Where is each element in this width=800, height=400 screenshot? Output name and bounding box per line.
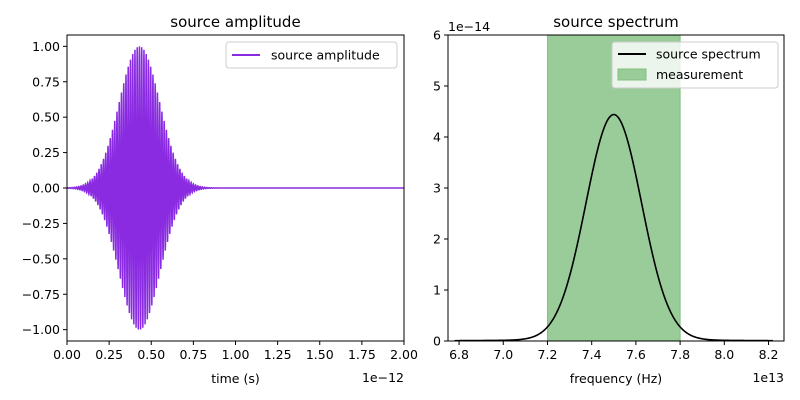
spectrum-y-tick-label: 0: [433, 334, 441, 349]
spectrum-legend-label: source spectrum: [656, 47, 761, 62]
spectrum-axes-frame: [447, 34, 785, 342]
amplitude-x-tick-label: 0.50: [137, 347, 165, 362]
amplitude-chart: source amplitude 0.00 0.25 0.50 0.75 1.00 1.2…: [22, 13, 418, 386]
amplitude-x-tick-label: 1.50: [306, 347, 334, 362]
amplitude-axis-ticks: 0.00 0.25 0.50 0.75 1.00 1.25 1.50 1.75 2.00 −1.0…: [22, 39, 418, 362]
spectrum-y-tick-label: 3: [433, 181, 441, 196]
amplitude-x-tick-label: 0.75: [179, 347, 207, 362]
amplitude-y-tick-label: 0.00: [32, 181, 60, 196]
spectrum-x-tick-label: 7.4: [582, 347, 602, 362]
spectrum-y-tick-label: 4: [433, 130, 441, 145]
amplitude-x-tick-label: 1.25: [264, 347, 292, 362]
spectrum-chart: source spectrum 6.8 7.0 7.2 7.4 7.6 7.8 8.0 8.2…: [433, 13, 785, 386]
amplitude-chart-title: source amplitude: [170, 13, 300, 31]
spectrum-y-tick-label: 1: [433, 283, 441, 298]
amplitude-x-tick-label: 1.75: [348, 347, 376, 362]
amplitude-y-tick-label: 0.75: [32, 74, 60, 89]
amplitude-y-tick-label: 0.50: [32, 110, 60, 125]
amplitude-plot-area: [66, 46, 404, 330]
spectrum-y-tick-label: 6: [433, 28, 441, 43]
amplitude-y-tick-label: 0.25: [32, 145, 60, 160]
spectrum-y-tick-label: 2: [433, 232, 441, 247]
spectrum-x-tick-label: 7.2: [538, 347, 558, 362]
spectrum-axis-ticks: 6.8 7.0 7.2 7.4 7.6 7.8 8.0 8.2 0 1 2 3 4 5 6: [433, 28, 778, 363]
spectrum-y-tick-label: 5: [433, 79, 441, 94]
amplitude-legend-label: source amplitude: [271, 48, 380, 63]
amplitude-x-tick-label: 1.00: [222, 347, 250, 362]
amplitude-y-tick-label: 1.00: [32, 39, 60, 54]
spectrum-series-line: [454, 113, 773, 342]
amplitude-legend: source amplitude: [225, 41, 398, 69]
spectrum-legend: source spectrum measurement: [611, 41, 779, 89]
amplitude-legend-box: [225, 41, 398, 69]
amplitude-y-tick-label: −0.25: [22, 216, 60, 231]
measurement-legend-swatch: [617, 68, 647, 81]
amplitude-x-offset-label: 1e−12: [362, 370, 404, 385]
spectrum-x-offset-label: 1e13: [752, 370, 784, 385]
spectrum-x-tick-label: 8.2: [759, 347, 779, 362]
amplitude-x-axis-label: time (s): [211, 371, 259, 386]
amplitude-x-tick-label: 0.25: [95, 347, 123, 362]
amplitude-x-tick-label: 2.00: [390, 347, 418, 362]
amplitude-series-line: [66, 46, 404, 330]
amplitude-axes-frame: [66, 34, 405, 342]
amplitude-x-tick-label: 0.00: [53, 347, 81, 362]
spectrum-x-tick-label: 7.0: [493, 347, 513, 362]
spectrum-x-tick-label: 7.6: [626, 347, 646, 362]
measurement-legend-label: measurement: [656, 67, 743, 82]
spectrum-y-offset-label: 1e−14: [448, 19, 490, 34]
spectrum-x-axis-label: frequency (Hz): [570, 371, 662, 386]
spectrum-x-tick-label: 7.8: [670, 347, 690, 362]
spectrum-chart-title: source spectrum: [553, 13, 679, 31]
amplitude-y-tick-label: −0.50: [22, 251, 60, 266]
spectrum-x-tick-label: 6.8: [449, 347, 469, 362]
amplitude-y-tick-label: −0.75: [22, 287, 60, 302]
amplitude-y-tick-label: −1.00: [22, 322, 60, 337]
spectrum-x-tick-label: 8.0: [714, 347, 734, 362]
spectrum-legend-box: [611, 41, 779, 89]
